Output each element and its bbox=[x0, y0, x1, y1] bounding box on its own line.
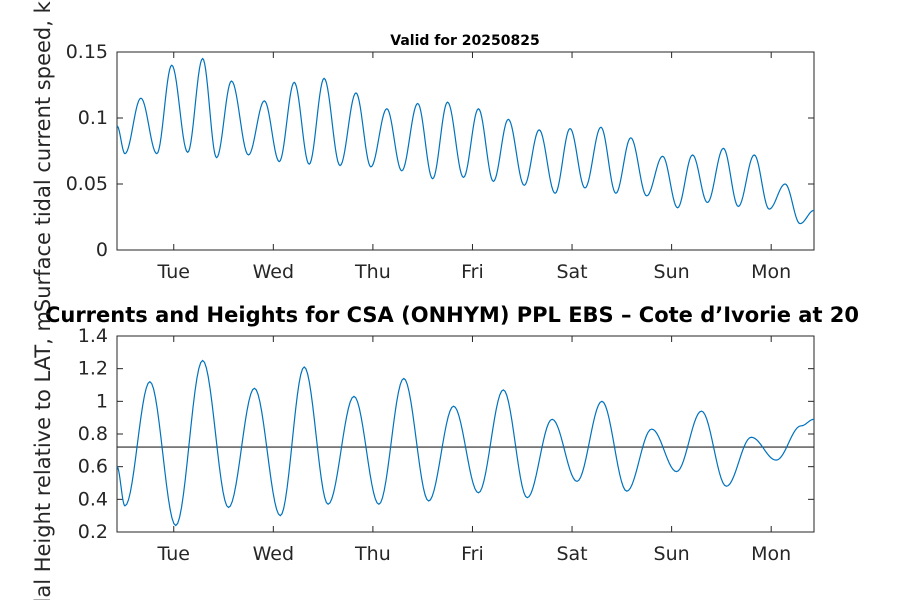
top-y-tick-label: 0.15 bbox=[66, 41, 108, 63]
top-y-tick-label: 0 bbox=[96, 239, 108, 261]
top-y-tick-label: 0.05 bbox=[66, 173, 108, 195]
bottom-y-tick-label: 0.4 bbox=[78, 488, 108, 510]
bottom-y-tick-label: 1.4 bbox=[78, 325, 108, 347]
bottom-x-tick-label: Wed bbox=[253, 543, 294, 565]
top-panel-title: Valid for 20250825 bbox=[390, 33, 539, 49]
top-x-tick-label: Fri bbox=[461, 261, 484, 283]
top-x-tick-label: Wed bbox=[253, 261, 294, 283]
top-x-tick-label: Mon bbox=[751, 261, 791, 283]
bottom-panel-title: Currents and Heights for CSA (ONHYM) PPL… bbox=[45, 303, 859, 327]
top-panel-ylabel: Surface tidal current speed, kn bbox=[31, 0, 55, 312]
bottom-x-tick-label: Sun bbox=[654, 543, 690, 565]
top-y-tick-label: 0.1 bbox=[78, 107, 108, 129]
bottom-y-tick-label: 1.2 bbox=[78, 358, 108, 380]
bottom-x-tick-label: Sat bbox=[556, 543, 587, 565]
bottom-panel: Currents and Heights for CSA (ONHYM) PPL… bbox=[31, 303, 859, 600]
bottom-plot-area bbox=[116, 335, 815, 533]
top-panel: Valid for 20250825 Surface tidal current… bbox=[31, 0, 815, 312]
bottom-x-ticks: Tue Wed Thu Fri Sat Sun Mon bbox=[157, 336, 791, 565]
bottom-x-tick-label: Tue bbox=[157, 543, 190, 565]
top-x-tick-label: Thu bbox=[354, 261, 391, 283]
current-speed-line bbox=[116, 57, 815, 225]
bottom-x-tick-label: Thu bbox=[354, 543, 391, 565]
bottom-y-ticks: 0.2 0.4 0.6 0.8 1 1.2 1.4 bbox=[78, 325, 814, 543]
top-x-tick-label: Sun bbox=[654, 261, 690, 283]
bottom-panel-ylabel: Tidal Height relative to LAT, m bbox=[31, 311, 55, 600]
tidal-height-line bbox=[116, 359, 815, 527]
bottom-y-tick-label: 0.2 bbox=[78, 521, 108, 543]
bottom-x-tick-label: Mon bbox=[751, 543, 791, 565]
top-plot-area bbox=[116, 51, 815, 251]
top-y-ticks: 0 0.05 0.1 0.15 bbox=[66, 41, 814, 261]
bottom-y-tick-label: 0.6 bbox=[78, 456, 108, 478]
top-x-ticks: Tue Wed Thu Fri Sat Sun Mon bbox=[157, 52, 791, 283]
bottom-y-tick-label: 0.8 bbox=[78, 423, 108, 445]
top-x-tick-label: Tue bbox=[157, 261, 190, 283]
bottom-x-tick-label: Fri bbox=[461, 543, 484, 565]
top-x-tick-label: Sat bbox=[556, 261, 587, 283]
bottom-y-tick-label: 1 bbox=[96, 390, 108, 412]
